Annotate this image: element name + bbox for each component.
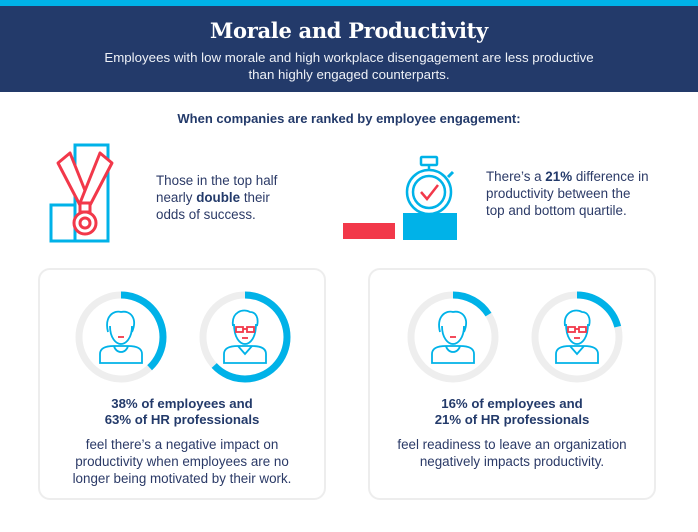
- stat-text: There’s a: [486, 169, 546, 184]
- hr-professional-ring-chart: [531, 291, 623, 383]
- card-headline: 16% of employees and 21% of HR professio…: [370, 396, 654, 428]
- stat-emphasis: 21%: [545, 169, 573, 184]
- stat-line: nearly double their: [156, 189, 277, 206]
- card-description: feel there’s a negative impact on produc…: [40, 436, 324, 487]
- stopwatch-check-icon: [343, 155, 457, 240]
- desc-line: longer being motivated by their work.: [72, 471, 292, 486]
- stat-quartile: There’s a 21% difference in productivity…: [486, 168, 649, 219]
- subtitle-line: Employees with low morale and high workp…: [104, 50, 594, 65]
- hr-man-glasses-icon: [555, 309, 599, 364]
- desc-line: productivity when employees are no: [75, 454, 289, 469]
- stat-emphasis: double: [196, 190, 241, 205]
- medal-podium-icon: [49, 143, 114, 243]
- ranked-heading: When companies are ranked by employee en…: [177, 111, 521, 126]
- stat-text: nearly: [156, 190, 197, 205]
- stat-line: Those in the top half: [156, 173, 278, 188]
- stat-card-readiness: 16% of employees and 21% of HR professio…: [368, 268, 656, 500]
- stat-text: difference in: [572, 169, 649, 184]
- employee-ring-chart: [75, 291, 167, 383]
- headline-line: 21% of HR professionals: [434, 412, 590, 427]
- hr-professional-ring-chart: [199, 291, 291, 383]
- desc-line: negatively impacts productivity.: [419, 454, 605, 469]
- stat-line: productivity between the: [486, 186, 631, 201]
- stat-card-motivation: 38% of employees and 63% of HR professio…: [38, 268, 326, 500]
- stat-line: There’s a 21% difference in: [486, 168, 649, 185]
- top-accent-bar: [0, 0, 698, 6]
- desc-line: feel there’s a negative impact on: [85, 437, 279, 452]
- page-subtitle: Employees with low morale and high workp…: [0, 49, 698, 83]
- card-description: feel readiness to leave an organization …: [370, 436, 654, 470]
- stat-top-half: Those in the top half nearly double thei…: [156, 172, 277, 223]
- employee-woman-icon: [99, 310, 143, 364]
- headline-line: 63% of HR professionals: [104, 412, 260, 427]
- headline-line: 38% of employees and: [111, 396, 253, 411]
- page-title: Morale and Productivity: [210, 18, 488, 43]
- headline-line: 16% of employees and: [441, 396, 583, 411]
- employee-woman-icon: [431, 310, 475, 364]
- subtitle-line: than highly engaged counterparts.: [248, 67, 450, 82]
- card-headline: 38% of employees and 63% of HR professio…: [40, 396, 324, 428]
- header-banner: Morale and Productivity Employees with l…: [0, 6, 698, 92]
- stat-text: their: [240, 190, 270, 205]
- stat-line: top and bottom quartile.: [486, 203, 627, 218]
- desc-line: feel readiness to leave an organization: [397, 437, 627, 452]
- employee-ring-chart: [407, 291, 499, 383]
- stat-line: odds of success.: [156, 207, 256, 222]
- hr-man-glasses-icon: [223, 309, 267, 364]
